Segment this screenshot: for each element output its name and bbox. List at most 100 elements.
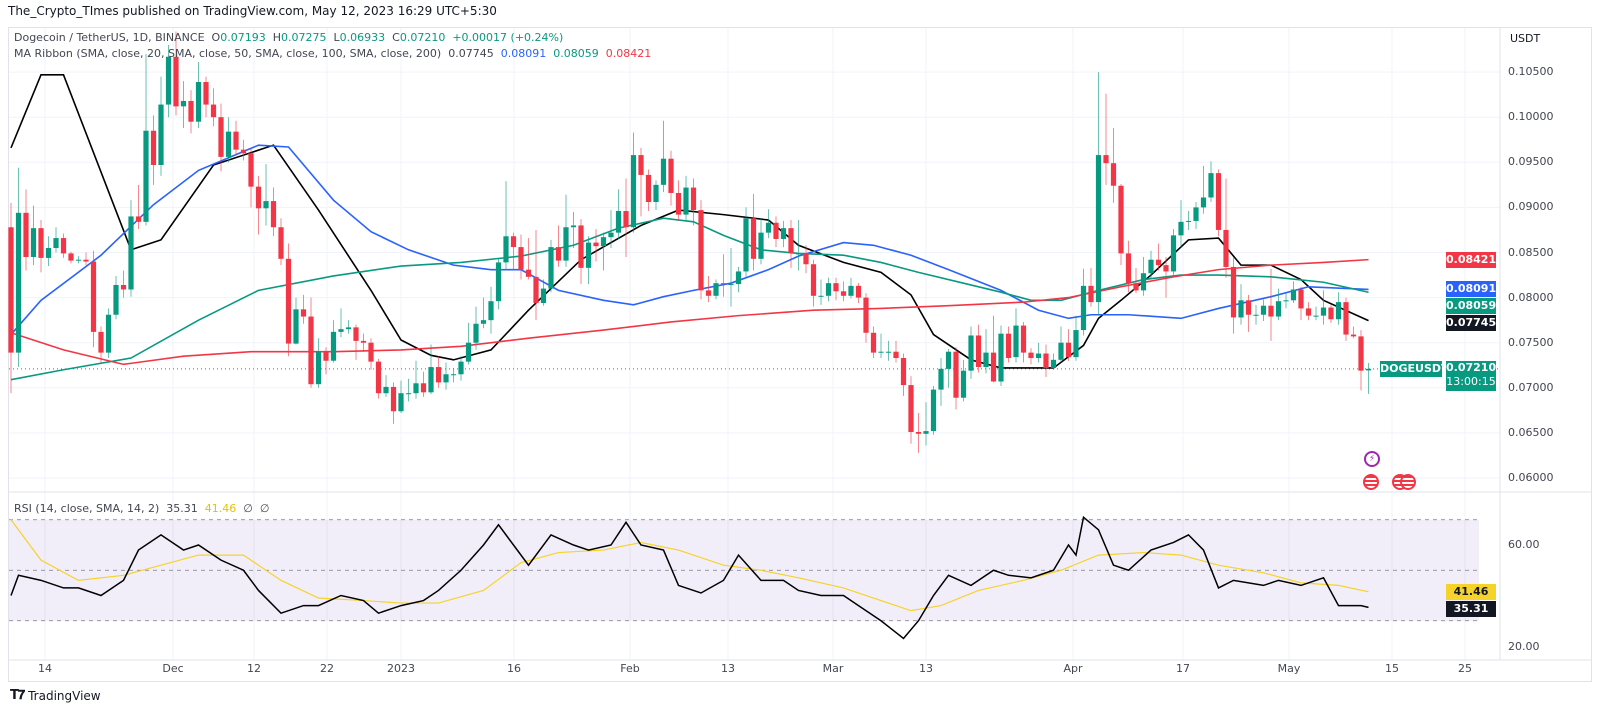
candle (788, 220, 794, 268)
candle-body (1140, 273, 1147, 291)
candle-body (893, 351, 899, 359)
candle-body (398, 393, 404, 412)
candle-body (1260, 305, 1267, 315)
candle (1080, 268, 1087, 336)
candle (660, 120, 667, 193)
candle (1283, 293, 1289, 309)
candle-body (233, 131, 239, 150)
candle (803, 245, 809, 274)
candle (488, 286, 494, 334)
rsi-legend[interactable]: RSI (14, close, SMA, 14, 2) 35.31 41.46 … (14, 502, 270, 515)
candle-body (563, 227, 569, 261)
time-tick-label: May (1277, 662, 1301, 675)
candle-body (1238, 300, 1244, 318)
candle (503, 181, 509, 271)
candle (263, 164, 269, 226)
candle (563, 194, 569, 267)
candle (683, 175, 689, 221)
rsi-ma-line (10, 519, 1369, 612)
time-tick-label: 17 (1176, 662, 1190, 675)
candle (600, 232, 607, 271)
time-tick-label: Dec (162, 662, 184, 675)
candle-body (863, 297, 869, 333)
rsi-ma-value: 41.46 (204, 502, 237, 515)
candle-body (308, 316, 314, 385)
time-tick-label: 13 (919, 662, 933, 675)
candle-body (345, 327, 352, 330)
candle-body (1170, 235, 1177, 272)
candle (878, 333, 884, 359)
price-tick-label: 0.09000 (1508, 200, 1554, 214)
candle-body (75, 259, 82, 261)
symbol-badge: DOGEUSDT (1380, 360, 1449, 377)
candle-body (1275, 301, 1282, 317)
us-flag-event-icon[interactable] (1363, 474, 1379, 490)
time-tick-label: Apr (1063, 662, 1083, 675)
candle-body (1028, 352, 1034, 359)
candle (998, 325, 1004, 386)
symbol-legend[interactable]: Dogecoin / TetherUS, 1D, BINANCE O0.0719… (14, 31, 564, 44)
candle-body (1320, 307, 1327, 316)
ma-ribbon-legend[interactable]: MA Ribbon (SMA, close, 20, SMA, close, 5… (14, 47, 651, 60)
us-flag-event-icon[interactable] (1400, 474, 1416, 490)
candle-body (615, 211, 622, 233)
time-tick-label: 2023 (387, 662, 415, 675)
candle-body (353, 327, 359, 341)
candle (1260, 299, 1267, 322)
candle-body (315, 351, 322, 385)
candle (240, 139, 247, 161)
candle (825, 277, 832, 302)
candle (855, 283, 862, 304)
candle (870, 326, 877, 359)
ma-line-sma-200 (10, 258, 1369, 366)
price-tick-label: 0.08500 (1508, 245, 1554, 259)
candle (938, 358, 944, 406)
candle-body (1043, 353, 1049, 368)
candle-body (45, 247, 52, 258)
candle-body (608, 232, 614, 238)
event-lightning-icon[interactable]: ⚡ (1364, 451, 1380, 467)
candle (630, 132, 637, 233)
candle (525, 238, 532, 280)
candle (1140, 257, 1147, 296)
candle (795, 220, 802, 271)
candle (713, 279, 719, 300)
candle (915, 413, 922, 453)
rsi-axis-label: 60.00 (1508, 538, 1540, 551)
candle (38, 220, 44, 273)
candle-body (428, 367, 434, 393)
candle-body (885, 351, 892, 353)
candle-body (413, 383, 419, 394)
candle-body (803, 253, 809, 265)
candle-body (1013, 325, 1019, 358)
candle (60, 233, 67, 258)
sma200-value: 0.08421 (605, 47, 652, 60)
candle-body (840, 291, 847, 296)
candle (225, 117, 232, 163)
candle (593, 229, 599, 262)
candle (863, 293, 869, 343)
candle-body (668, 158, 674, 193)
candle-body (383, 386, 389, 394)
price-tick-label: 0.06500 (1508, 425, 1554, 439)
candle (705, 275, 712, 303)
candle (810, 259, 817, 307)
candle (518, 234, 524, 280)
candle (480, 297, 487, 329)
candle (1350, 326, 1357, 339)
tradingview-logo[interactable]: T𝟕 TradingView (10, 688, 101, 703)
candle (458, 356, 464, 381)
candle-body (405, 393, 412, 395)
candle (758, 218, 764, 265)
candle (375, 358, 382, 399)
candle-body (960, 370, 967, 398)
candle (1230, 257, 1237, 334)
candle (128, 200, 134, 297)
candle (900, 353, 907, 396)
candle-body (630, 155, 637, 228)
candle (1268, 268, 1274, 341)
candle (548, 239, 554, 293)
candle (555, 225, 562, 267)
candle (330, 320, 337, 363)
